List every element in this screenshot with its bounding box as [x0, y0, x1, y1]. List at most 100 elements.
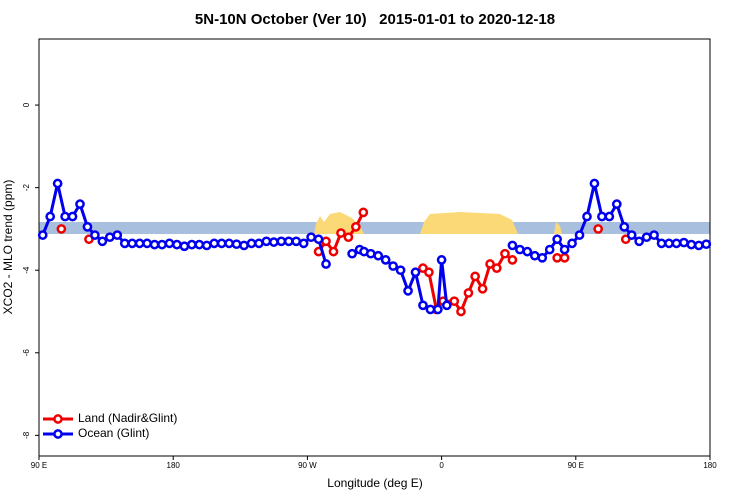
point	[347, 248, 357, 259]
point	[351, 222, 361, 232]
plot-frame	[38, 38, 711, 457]
point	[45, 211, 56, 222]
point	[395, 265, 406, 276]
point	[425, 304, 436, 315]
point	[485, 259, 495, 269]
point	[134, 238, 145, 249]
point	[119, 238, 130, 249]
point	[37, 230, 48, 240]
point	[254, 238, 264, 249]
point	[441, 300, 452, 311]
legend-marker	[53, 429, 63, 439]
point	[507, 240, 518, 251]
point	[186, 239, 197, 250]
point	[626, 230, 637, 240]
point	[336, 228, 346, 238]
point	[544, 244, 555, 255]
point	[686, 239, 697, 250]
point	[597, 211, 607, 222]
x-tick-label: 180	[167, 461, 181, 470]
point	[231, 239, 242, 250]
point	[298, 238, 309, 249]
point	[388, 261, 398, 271]
point	[593, 224, 604, 234]
point	[433, 304, 443, 315]
point	[269, 237, 279, 247]
point	[574, 230, 585, 240]
point	[179, 241, 190, 252]
point	[567, 238, 577, 249]
point	[436, 255, 447, 265]
point	[649, 230, 659, 240]
point	[456, 306, 466, 317]
x-tick-label: 90 W	[298, 461, 317, 470]
point	[104, 232, 115, 243]
point	[209, 238, 220, 249]
point	[239, 240, 249, 251]
point	[679, 237, 689, 248]
point	[343, 232, 354, 243]
point	[321, 236, 331, 247]
point	[97, 236, 108, 247]
point	[611, 199, 622, 209]
point	[410, 267, 421, 278]
point	[246, 238, 257, 249]
point	[418, 300, 428, 311]
point	[127, 238, 138, 249]
point	[507, 255, 518, 265]
point	[559, 252, 570, 263]
point	[164, 238, 175, 249]
point	[470, 271, 480, 282]
point	[515, 244, 525, 255]
point	[157, 239, 167, 250]
point	[82, 222, 93, 232]
y-tick-label: -4	[22, 266, 31, 274]
point	[701, 239, 712, 250]
point	[112, 230, 123, 240]
legend-marker	[53, 414, 63, 424]
point	[582, 211, 592, 222]
point	[589, 178, 600, 189]
point	[224, 238, 234, 249]
point	[449, 296, 460, 307]
point	[373, 250, 384, 261]
point	[604, 211, 615, 222]
point	[641, 232, 652, 243]
point	[380, 255, 391, 265]
point	[172, 239, 182, 250]
point	[358, 207, 369, 218]
point	[522, 246, 533, 257]
y-axis-label: XCO2 - MLO trend (ppm)	[1, 180, 15, 315]
point	[276, 236, 287, 247]
point	[671, 238, 682, 249]
point	[552, 252, 563, 263]
point	[216, 238, 227, 249]
point	[75, 199, 85, 209]
point	[306, 232, 316, 243]
point	[559, 244, 570, 255]
point	[194, 239, 205, 250]
point	[634, 236, 645, 247]
y-tick-label: 0	[22, 102, 31, 107]
point	[693, 240, 704, 251]
point	[321, 259, 331, 269]
point	[365, 248, 376, 259]
x-tick-label: 180	[703, 461, 717, 470]
x-tick-label: 90 E	[568, 461, 584, 470]
point	[328, 246, 339, 257]
point	[552, 234, 563, 245]
point	[201, 240, 212, 251]
point	[656, 238, 667, 249]
point	[261, 236, 272, 247]
point	[67, 211, 78, 222]
point	[142, 238, 152, 249]
y-tick-label: -8	[22, 431, 31, 439]
point	[463, 288, 474, 298]
point	[52, 178, 63, 189]
point	[529, 250, 540, 261]
point	[424, 267, 434, 278]
point	[477, 283, 488, 294]
point	[491, 263, 502, 273]
y-tick-label: -6	[22, 349, 31, 357]
legend: Land (Nadir&Glint)Ocean (Glint)	[43, 411, 177, 440]
